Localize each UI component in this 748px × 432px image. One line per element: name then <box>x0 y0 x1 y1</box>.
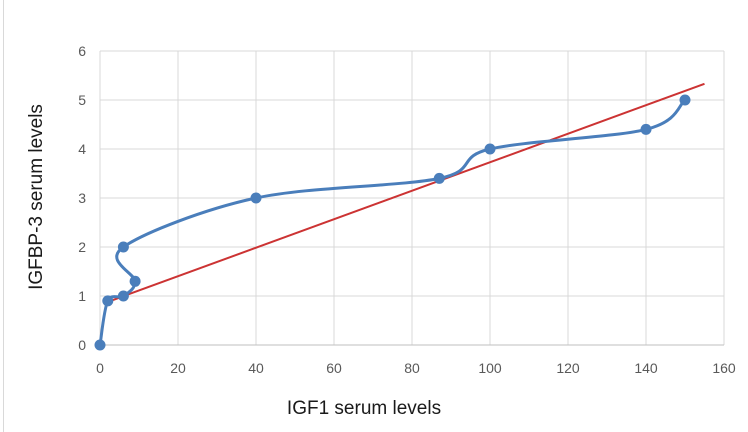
trendline <box>107 82 705 303</box>
x-tick-label: 160 <box>712 360 736 376</box>
y-tick-label: 4 <box>78 141 86 157</box>
x-tick-label: 120 <box>556 360 580 376</box>
data-point <box>433 172 445 184</box>
x-tick-label: 0 <box>96 360 104 376</box>
data-point <box>640 123 652 135</box>
y-tick-label: 5 <box>78 92 86 108</box>
y-tick-label: 1 <box>78 288 86 304</box>
axis-lines <box>99 51 724 346</box>
x-axis-title: IGF1 serum levels <box>287 398 441 419</box>
trendline-layer <box>107 82 705 303</box>
frame-left-border <box>3 0 4 432</box>
x-tick-label: 40 <box>248 360 264 376</box>
y-tick-label: 2 <box>78 239 86 255</box>
series-layer <box>94 94 691 351</box>
x-tick-labels: 0 20 40 60 80 100 120 140 160 <box>96 360 736 376</box>
x-tick-label: 60 <box>326 360 342 376</box>
data-point <box>94 339 106 351</box>
y-tick-label: 0 <box>78 337 86 353</box>
data-point <box>117 290 129 302</box>
x-tick-label: 140 <box>634 360 658 376</box>
y-tick-label: 6 <box>78 43 86 59</box>
x-tick-label: 80 <box>404 360 420 376</box>
x-tick-label: 20 <box>170 360 186 376</box>
data-point <box>679 94 691 106</box>
data-point <box>484 143 496 155</box>
y-tick-labels: 0 1 2 3 4 5 6 <box>78 43 86 353</box>
data-point <box>117 241 129 253</box>
x-tick-label: 100 <box>478 360 502 376</box>
data-point <box>250 192 262 204</box>
series-line <box>98 98 687 346</box>
data-point <box>129 275 141 287</box>
data-point <box>102 295 114 307</box>
y-tick-label: 3 <box>78 190 86 206</box>
gridlines <box>100 50 725 345</box>
y-axis-title: IGFBP-3 serum levels <box>26 104 47 290</box>
